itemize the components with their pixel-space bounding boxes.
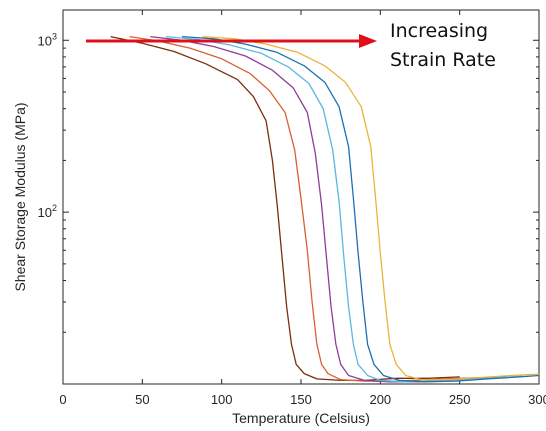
strain-rate-annotation: Increasing Strain Rate	[86, 20, 496, 71]
series-layer	[110, 35, 540, 383]
x-tick-label: 200	[369, 392, 391, 407]
y-tick-exponent: 3	[52, 31, 57, 41]
y-tick-base: 10	[38, 205, 52, 220]
series-line-6	[202, 35, 540, 381]
y-tick-label: 102	[38, 203, 57, 220]
x-tick-label: 50	[135, 392, 149, 407]
y-tick-base: 10	[38, 33, 52, 48]
axis-ticks: 050100150200250300103102	[38, 10, 546, 407]
x-tick-label: 0	[59, 392, 66, 407]
annotation-arrow-head	[359, 34, 377, 48]
y-tick-label: 103	[38, 31, 57, 48]
series-line-5	[181, 35, 540, 383]
y-axis-label: Shear Storage Modulus (MPa)	[12, 102, 28, 291]
x-tick-label: 300	[528, 392, 546, 407]
annotation-line-1: Increasing	[390, 20, 488, 42]
y-tick-exponent: 2	[52, 203, 57, 213]
x-axis-label: Temperature (Celsius)	[232, 410, 370, 426]
annotation-line-2: Strain Rate	[390, 49, 496, 71]
x-tick-label: 100	[211, 392, 233, 407]
x-tick-label: 250	[449, 392, 471, 407]
x-tick-label: 150	[290, 392, 312, 407]
